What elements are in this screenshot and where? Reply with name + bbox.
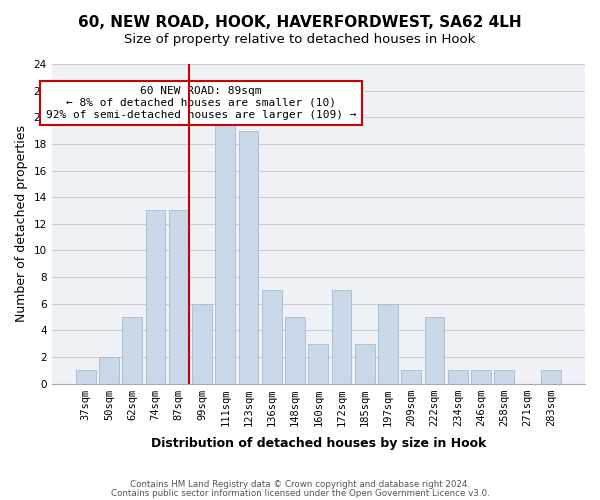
- Text: 60 NEW ROAD: 89sqm
← 8% of detached houses are smaller (10)
92% of semi-detached: 60 NEW ROAD: 89sqm ← 8% of detached hous…: [46, 86, 356, 120]
- Bar: [471, 370, 491, 384]
- Bar: [494, 370, 514, 384]
- Bar: [355, 344, 375, 384]
- Text: Size of property relative to detached houses in Hook: Size of property relative to detached ho…: [124, 32, 476, 46]
- Bar: [215, 118, 235, 384]
- Bar: [378, 304, 398, 384]
- Bar: [239, 130, 259, 384]
- Bar: [262, 290, 282, 384]
- Text: 60, NEW ROAD, HOOK, HAVERFORDWEST, SA62 4LH: 60, NEW ROAD, HOOK, HAVERFORDWEST, SA62 …: [78, 15, 522, 30]
- X-axis label: Distribution of detached houses by size in Hook: Distribution of detached houses by size …: [151, 437, 486, 450]
- Bar: [448, 370, 468, 384]
- Bar: [332, 290, 352, 384]
- Bar: [146, 210, 166, 384]
- Bar: [308, 344, 328, 384]
- Text: Contains public sector information licensed under the Open Government Licence v3: Contains public sector information licen…: [110, 488, 490, 498]
- Bar: [76, 370, 95, 384]
- Bar: [169, 210, 188, 384]
- Bar: [425, 317, 445, 384]
- Bar: [401, 370, 421, 384]
- Bar: [541, 370, 561, 384]
- Bar: [192, 304, 212, 384]
- Bar: [122, 317, 142, 384]
- Text: Contains HM Land Registry data © Crown copyright and database right 2024.: Contains HM Land Registry data © Crown c…: [130, 480, 470, 489]
- Bar: [285, 317, 305, 384]
- Y-axis label: Number of detached properties: Number of detached properties: [15, 126, 28, 322]
- Bar: [99, 357, 119, 384]
